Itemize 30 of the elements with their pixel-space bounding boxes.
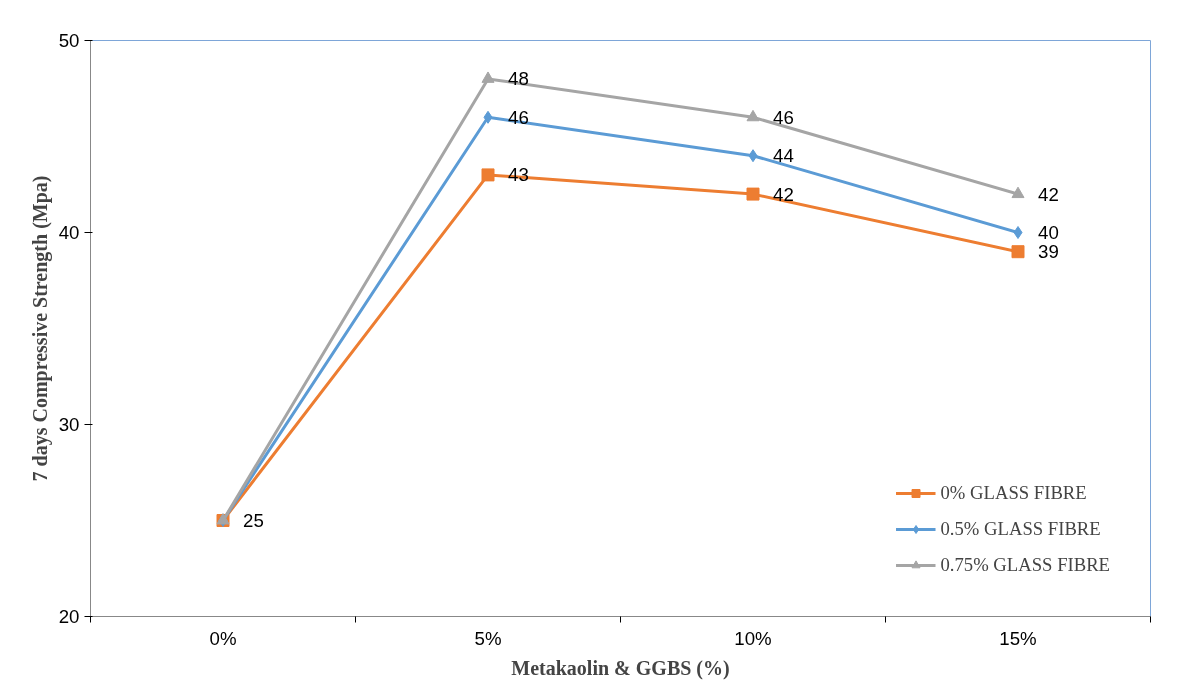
- point: [746, 187, 760, 201]
- point: [1011, 186, 1025, 199]
- point: [481, 71, 495, 83]
- x-tick-label: 10%: [734, 627, 772, 649]
- y-tick-label: 40: [58, 222, 80, 243]
- data-label: 46: [773, 106, 794, 128]
- legend-label: 0.5% GLASS FIBRE: [940, 518, 1101, 540]
- data-label: 25: [243, 510, 264, 531]
- point: [1013, 226, 1023, 239]
- x-tick-label: 0%: [209, 627, 237, 649]
- data-label: 40: [1038, 222, 1059, 243]
- point: [483, 110, 493, 124]
- x-tick-label: 5%: [474, 627, 502, 649]
- data-label: 48: [508, 68, 529, 90]
- point: [1011, 245, 1025, 259]
- point: [748, 149, 758, 163]
- y-tick-label: 20: [58, 606, 80, 627]
- legend-label: 0% GLASS FIBRE: [940, 482, 1087, 504]
- y-axis-title: 7 days Compressive Strength (Mpa): [28, 175, 52, 482]
- data-label: 42: [773, 183, 794, 205]
- point: [746, 109, 760, 122]
- x-axis-title: Metakaolin & GGBS (%): [511, 656, 730, 680]
- data-label: 44: [773, 145, 794, 167]
- point: [481, 168, 495, 182]
- data-label: 39: [1038, 241, 1059, 263]
- legend-label: 0.75% GLASS FIBRE: [940, 554, 1110, 576]
- x-tick-label: 15%: [999, 627, 1037, 649]
- y-tick-label: 50: [58, 30, 80, 51]
- data-label: 42: [1038, 183, 1059, 205]
- y-tick-label: 30: [58, 414, 80, 435]
